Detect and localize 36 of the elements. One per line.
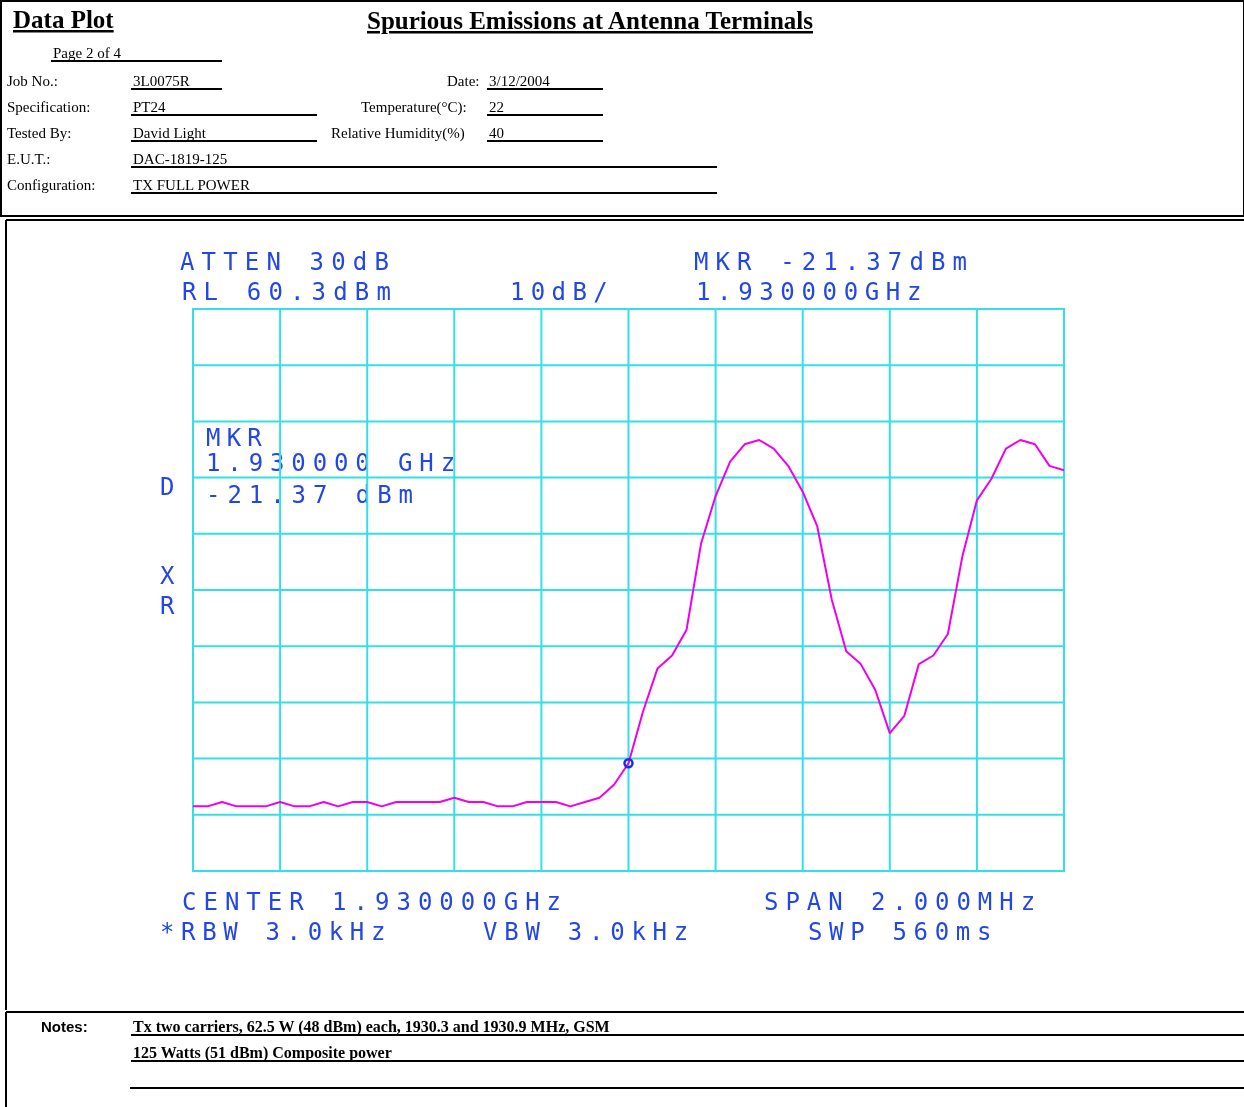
text: VBW 3.0kHz bbox=[483, 918, 696, 946]
annotation: MKR bbox=[206, 424, 269, 452]
text: R bbox=[160, 592, 179, 620]
text: CENTER 1.930000GHz bbox=[182, 888, 569, 916]
text: 3/12/2004 bbox=[489, 73, 551, 89]
text: *RBW 3.0kHz bbox=[160, 918, 393, 946]
text: E.U.T.: bbox=[7, 151, 51, 167]
text: DAC-1819-125 bbox=[133, 151, 228, 167]
text: 22 bbox=[489, 99, 504, 115]
text: Job No.: bbox=[7, 73, 58, 89]
text: D bbox=[160, 473, 179, 501]
text: Page 2 of 4 bbox=[53, 45, 122, 61]
text: Notes: bbox=[41, 1018, 88, 1035]
text: X bbox=[160, 562, 179, 590]
text: PT24 bbox=[133, 99, 166, 115]
text: 10dB/ bbox=[510, 278, 615, 306]
text: ATTEN 30dB bbox=[180, 248, 397, 276]
text: MKR -21.37dBm bbox=[694, 248, 975, 276]
chart-title: Spurious Emissions at Antenna Terminals bbox=[367, 7, 814, 34]
text: Date: bbox=[447, 73, 480, 89]
text: RL 60.3dBm bbox=[182, 278, 399, 306]
text: 125 Watts (51 dBm) Composite power bbox=[133, 1044, 392, 1062]
text: TX FULL POWER bbox=[133, 177, 250, 193]
text: Tested By: bbox=[7, 125, 72, 141]
text: Tx two carriers, 62.5 W (48 dBm) each, 1930.3 and 1930.9 MHz, GSM bbox=[133, 1018, 610, 1036]
text: SWP 560ms bbox=[808, 918, 999, 946]
text: Temperature(°C): bbox=[361, 99, 467, 116]
text: Specification: bbox=[7, 99, 91, 115]
text: SPAN 2.000MHz bbox=[764, 888, 1043, 916]
text: 1.930000GHz bbox=[696, 278, 929, 306]
text: 40 bbox=[489, 125, 504, 141]
text: David Light bbox=[133, 125, 207, 141]
text: Data Plot bbox=[13, 6, 115, 33]
text: 3L0075R bbox=[133, 73, 190, 89]
text: Configuration: bbox=[7, 177, 96, 193]
text: Relative Humidity(%) bbox=[331, 125, 465, 142]
